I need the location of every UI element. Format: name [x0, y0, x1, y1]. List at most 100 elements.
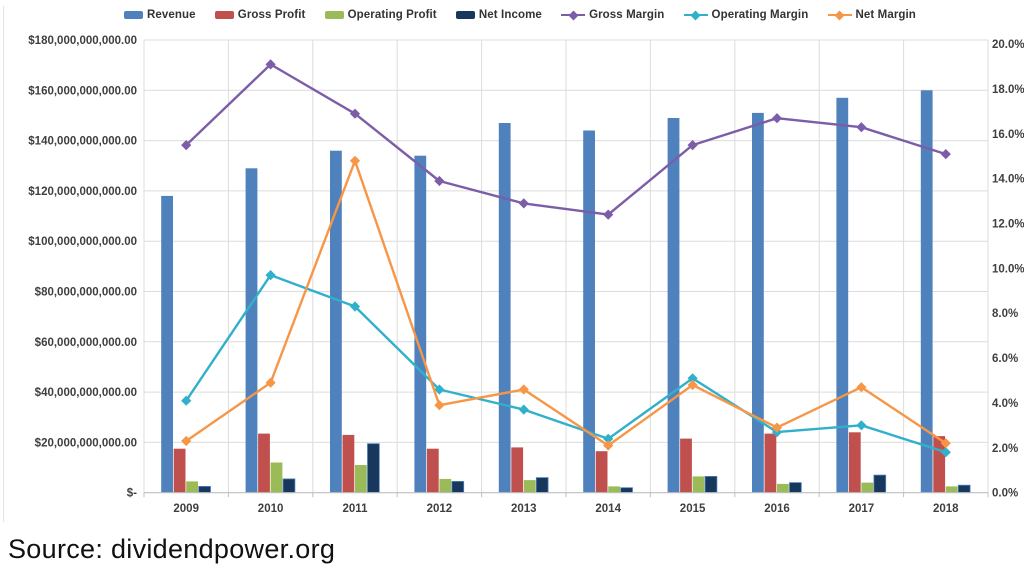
year-label-2013: 2013 — [511, 503, 537, 515]
legend-line-marker-icon — [561, 10, 586, 20]
left-axis-label: $120,000,000,000.00 — [28, 186, 137, 198]
legend-item-revenue: Revenue — [124, 9, 196, 21]
bars-revenue — [161, 90, 933, 493]
bar-net-income-2011 — [367, 443, 380, 494]
right-axis-label: 10.0% — [992, 263, 1024, 275]
left-axis-label: $- — [127, 488, 137, 500]
legend-bar-swatch-icon — [324, 11, 344, 19]
right-axis-label: 16.0% — [992, 129, 1024, 141]
bars-operating-profit — [186, 462, 958, 493]
legend-bar-swatch-icon — [124, 11, 143, 19]
left-axis-label: $80,000,000,000.00 — [35, 287, 137, 299]
bar-series-group — [161, 90, 971, 494]
bar-revenue-2013 — [498, 123, 511, 493]
left-axis-label: $20,000,000,000.00 — [35, 437, 137, 449]
legend-item-net-income: Net Income — [455, 9, 542, 21]
bar-net-income-2016 — [789, 482, 802, 494]
bar-gross-profit-2016 — [764, 433, 777, 493]
bar-revenue-2015 — [667, 118, 680, 493]
left-axis-label: $60,000,000,000.00 — [35, 337, 137, 349]
marker-operating-margin-2013 — [518, 404, 529, 415]
right-axis-label: 0.0% — [992, 488, 1018, 500]
legend-label: Operating Profit — [347, 9, 437, 21]
bar-operating-profit-2015 — [692, 476, 705, 493]
year-label-2009: 2009 — [173, 503, 199, 515]
bar-gross-profit-2012 — [426, 448, 439, 493]
bar-gross-profit-2011 — [342, 434, 355, 493]
right-axis-label: 8.0% — [992, 308, 1018, 320]
bar-net-income-2010 — [282, 478, 296, 494]
legend-bar-swatch-icon — [214, 11, 234, 19]
bar-revenue-2017 — [836, 97, 849, 493]
legend-label: Operating Margin — [711, 9, 809, 21]
legend-item-gross-margin: Gross Margin — [561, 9, 664, 21]
right-axis-label: 20.0% — [992, 39, 1024, 51]
legend-label: Gross Profit — [237, 9, 306, 21]
bar-gross-profit-2017 — [848, 432, 861, 493]
chart-area: Revenue Gross Profit Operating Profit Net I… — [3, 6, 1024, 522]
year-label-2011: 2011 — [343, 503, 369, 515]
bar-net-income-2015 — [704, 475, 718, 494]
legend-item-net-margin: Net Margin — [827, 9, 916, 21]
right-axis-label: 4.0% — [992, 398, 1018, 410]
marker-net-margin-2012 — [434, 400, 445, 411]
bar-revenue-2018 — [920, 90, 933, 493]
right-axis-label: 18.0% — [992, 84, 1024, 96]
bars-gross-profit — [173, 432, 946, 493]
legend-label: Revenue — [147, 9, 196, 21]
right-axis-label: 12.0% — [992, 219, 1024, 231]
chart-legend: Revenue Gross Profit Operating Profit Net I… — [124, 6, 916, 24]
right-axis-label: 14.0% — [992, 174, 1024, 186]
marker-operating-margin-2017 — [856, 420, 867, 431]
marker-gross-margin-2017 — [856, 122, 867, 133]
marker-gross-margin-2018 — [940, 149, 951, 160]
bar-gross-profit-2014 — [595, 451, 608, 493]
marker-gross-margin-2009 — [181, 140, 192, 151]
year-label-2016: 2016 — [764, 503, 790, 515]
marker-net-margin-2011 — [349, 155, 361, 166]
bar-gross-profit-2015 — [680, 438, 692, 493]
legend-line-marker-icon — [683, 10, 708, 20]
year-label-2018: 2018 — [933, 503, 959, 515]
bar-net-income-2012 — [451, 480, 465, 494]
chart-left-border — [3, 6, 4, 522]
bar-net-income-2013 — [535, 477, 549, 494]
legend-bar-swatch-icon — [455, 11, 475, 19]
bar-revenue-2009 — [161, 195, 173, 493]
bar-revenue-2014 — [583, 130, 595, 493]
bar-gross-profit-2010 — [258, 433, 270, 493]
bar-revenue-2012 — [414, 155, 427, 493]
legend-line-marker-icon — [827, 10, 852, 20]
bar-operating-profit-2009 — [186, 481, 198, 493]
bar-net-income-2014 — [620, 487, 633, 494]
source-caption: Source: dividendpower.org — [8, 534, 336, 564]
left-axis-label: $180,000,000,000.00 — [28, 35, 137, 47]
left-axis-label: $40,000,000,000.00 — [35, 387, 137, 399]
bar-revenue-2016 — [752, 112, 764, 493]
bar-net-income-2009 — [198, 485, 211, 494]
marker-gross-margin-2016 — [771, 113, 783, 124]
bar-net-income-2017 — [873, 474, 887, 494]
legend-label: Gross Margin — [589, 9, 665, 21]
bar-operating-profit-2017 — [861, 482, 874, 493]
right-axis-label: 2.0% — [992, 443, 1018, 455]
bar-operating-profit-2014 — [608, 486, 620, 493]
year-label-2012: 2012 — [427, 503, 453, 515]
left-axis-labels: $180,000,000,000.00 $160,000,000,000.00 $1… — [28, 35, 137, 500]
x-axis — [143, 492, 989, 498]
bar-gross-profit-2013 — [511, 447, 524, 493]
bar-revenue-2010 — [245, 168, 258, 493]
year-label-2017: 2017 — [849, 503, 875, 515]
legend-item-operating-margin: Operating Margin — [683, 9, 809, 21]
year-label-2014: 2014 — [595, 503, 621, 515]
bar-net-income-2018 — [957, 484, 971, 494]
bar-operating-profit-2013 — [523, 480, 536, 493]
year-label-2015: 2015 — [680, 503, 706, 515]
bar-operating-profit-2010 — [270, 462, 283, 493]
marker-gross-margin-2013 — [518, 198, 529, 209]
x-axis-labels: 2009 2010 2011 2012 2013 2014 2015 2016 2017 2018 — [173, 503, 959, 515]
year-label-2010: 2010 — [258, 503, 284, 515]
bar-operating-profit-2012 — [439, 478, 452, 493]
left-axis-label: $140,000,000,000.00 — [28, 136, 137, 148]
chart-plot: $180,000,000,000.00 $160,000,000,000.00 $1… — [28, 35, 1024, 515]
